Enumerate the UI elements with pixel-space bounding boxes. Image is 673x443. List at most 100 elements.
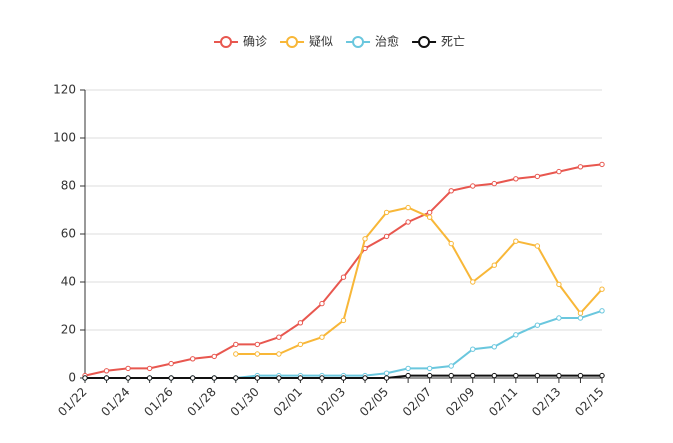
data-point bbox=[405, 372, 411, 379]
data-point bbox=[448, 240, 454, 247]
series-line bbox=[235, 206, 603, 355]
x-tick-label: 02/11 bbox=[486, 385, 520, 419]
data-point bbox=[362, 236, 368, 242]
series-line bbox=[84, 163, 603, 377]
data-point bbox=[254, 351, 261, 357]
data-point bbox=[513, 176, 519, 182]
data-point bbox=[276, 334, 282, 340]
legend-label: 治愈 bbox=[375, 34, 399, 49]
legend-marker bbox=[220, 36, 232, 48]
data-point bbox=[599, 372, 605, 379]
data-point bbox=[599, 161, 605, 168]
data-point bbox=[340, 317, 347, 324]
legend: 确诊 疑似 治愈 死亡 bbox=[214, 34, 465, 49]
data-point bbox=[405, 365, 411, 372]
data-point bbox=[556, 372, 562, 379]
data-point bbox=[233, 341, 239, 348]
data-point bbox=[577, 310, 584, 316]
legend-marker bbox=[352, 36, 365, 48]
data-point bbox=[577, 164, 584, 170]
x-tick-label: 01/22 bbox=[55, 385, 89, 419]
data-point bbox=[254, 375, 261, 381]
y-tick-label: 60 bbox=[61, 227, 76, 241]
legend-label: 疑似 bbox=[309, 34, 333, 49]
x-tick-label: 01/30 bbox=[228, 385, 262, 419]
y-tick-label: 0 bbox=[68, 371, 76, 385]
data-point bbox=[426, 372, 433, 379]
data-point bbox=[146, 375, 153, 381]
x-tick-label: 02/03 bbox=[314, 385, 348, 419]
data-point bbox=[383, 233, 390, 240]
data-point bbox=[448, 372, 454, 379]
x-tick-label: 01/28 bbox=[184, 385, 218, 419]
data-point bbox=[577, 372, 584, 379]
x-tick-label: 02/15 bbox=[572, 385, 606, 419]
legend-label: 确诊 bbox=[243, 35, 267, 49]
data-point bbox=[513, 238, 519, 244]
data-point bbox=[513, 372, 519, 379]
data-point bbox=[383, 209, 390, 216]
data-point bbox=[491, 372, 497, 379]
data-point bbox=[556, 315, 562, 321]
data-point bbox=[340, 375, 347, 381]
data-point bbox=[577, 315, 584, 321]
y-tick-label: 20 bbox=[61, 323, 76, 337]
data-point bbox=[168, 360, 174, 367]
legend-marker bbox=[286, 36, 299, 48]
data-point bbox=[556, 168, 562, 175]
data-point bbox=[211, 375, 217, 381]
data-point bbox=[470, 346, 476, 352]
data-point bbox=[233, 351, 239, 357]
y-tick-label: 100 bbox=[53, 131, 76, 145]
data-point bbox=[319, 300, 325, 307]
data-point bbox=[190, 375, 196, 381]
data-point bbox=[319, 375, 325, 381]
x-tick-label: 01/26 bbox=[141, 385, 175, 419]
legend-label: 死亡 bbox=[441, 35, 465, 49]
data-point bbox=[599, 286, 605, 292]
legend-marker bbox=[418, 36, 431, 48]
data-point bbox=[556, 281, 562, 288]
y-tick-label: 120 bbox=[53, 83, 76, 97]
data-point bbox=[534, 372, 541, 379]
data-point bbox=[534, 173, 541, 180]
data-point bbox=[491, 262, 497, 268]
data-point bbox=[233, 375, 239, 381]
data-point bbox=[319, 334, 325, 340]
data-point bbox=[534, 243, 541, 249]
x-tick-label: 02/01 bbox=[271, 385, 305, 419]
data-point bbox=[276, 351, 282, 357]
data-point bbox=[405, 204, 411, 211]
data-point bbox=[470, 183, 476, 189]
data-point bbox=[340, 274, 347, 280]
data-point bbox=[168, 375, 174, 381]
data-point bbox=[491, 344, 497, 350]
data-point bbox=[254, 341, 261, 348]
data-point bbox=[190, 356, 196, 362]
data-point bbox=[426, 209, 433, 216]
x-tick-label: 02/07 bbox=[400, 385, 434, 419]
data-point bbox=[405, 219, 411, 225]
x-tick-label: 02/13 bbox=[529, 385, 563, 419]
x-tick-label: 01/24 bbox=[98, 385, 132, 419]
data-point bbox=[297, 320, 304, 326]
data-point bbox=[513, 332, 519, 338]
data-point bbox=[103, 368, 110, 374]
data-point bbox=[103, 375, 110, 381]
data-point bbox=[297, 341, 304, 348]
x-tick-label: 02/09 bbox=[443, 385, 477, 419]
data-point bbox=[362, 375, 368, 381]
data-point bbox=[82, 375, 88, 381]
data-point bbox=[470, 279, 476, 285]
data-point bbox=[211, 353, 217, 360]
data-point bbox=[276, 375, 282, 381]
y-tick-label: 80 bbox=[61, 179, 76, 193]
data-point bbox=[426, 214, 433, 220]
y-tick-label: 40 bbox=[61, 275, 76, 289]
data-point bbox=[491, 180, 497, 187]
data-point bbox=[599, 308, 605, 314]
data-point bbox=[383, 375, 390, 381]
data-point bbox=[383, 370, 390, 376]
data-point bbox=[125, 365, 131, 372]
